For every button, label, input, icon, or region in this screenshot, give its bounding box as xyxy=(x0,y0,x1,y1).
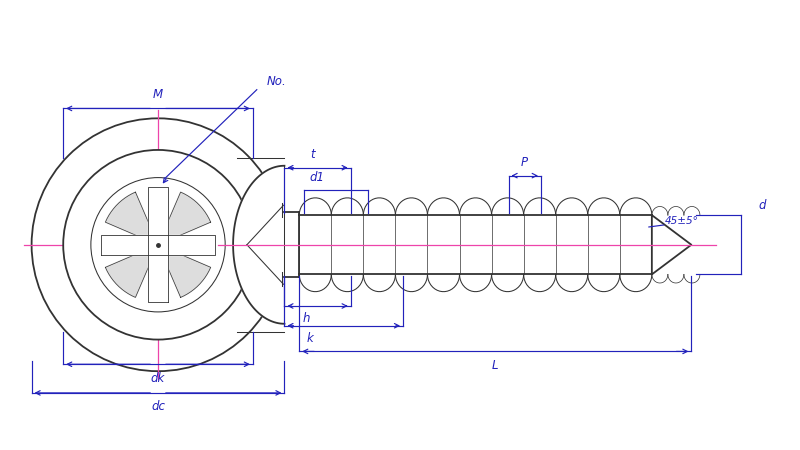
Text: dk: dk xyxy=(151,372,165,385)
Text: k: k xyxy=(306,332,314,345)
Polygon shape xyxy=(299,215,652,274)
Polygon shape xyxy=(652,215,691,274)
Text: h: h xyxy=(302,312,310,325)
Text: No.: No. xyxy=(266,75,286,88)
Polygon shape xyxy=(148,188,168,302)
Polygon shape xyxy=(106,192,155,242)
Polygon shape xyxy=(285,212,299,277)
Polygon shape xyxy=(101,235,215,255)
Text: L: L xyxy=(492,359,498,372)
Circle shape xyxy=(32,118,285,371)
Polygon shape xyxy=(161,248,210,297)
Text: M: M xyxy=(153,88,163,101)
Polygon shape xyxy=(233,166,285,324)
Circle shape xyxy=(91,178,225,312)
Text: P: P xyxy=(521,156,528,169)
Text: t: t xyxy=(310,148,314,162)
Polygon shape xyxy=(106,248,155,297)
Text: dc: dc xyxy=(151,400,165,413)
Polygon shape xyxy=(161,192,210,242)
Text: d: d xyxy=(758,199,766,212)
Text: 45±5°: 45±5° xyxy=(665,216,698,226)
Text: d1: d1 xyxy=(309,171,324,184)
Circle shape xyxy=(63,150,253,340)
